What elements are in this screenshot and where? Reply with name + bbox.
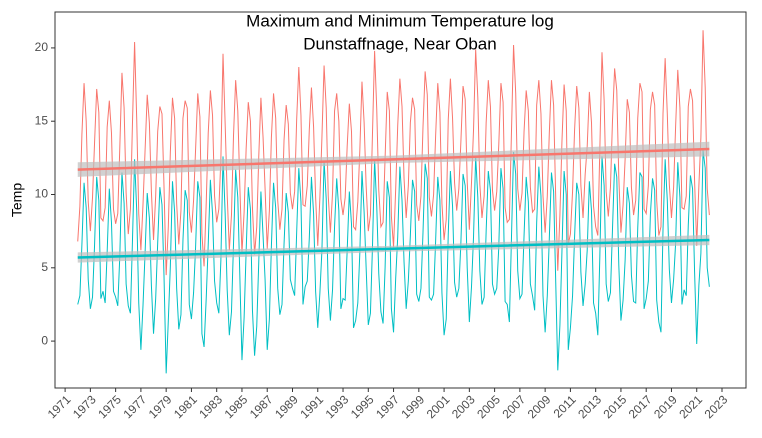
x-tick-label: 1971 — [45, 392, 74, 421]
trend-line — [77, 238, 710, 259]
x-tick-label: 1999 — [398, 392, 427, 421]
x-tick-label: 2013 — [575, 392, 604, 421]
x-tick-label: 1981 — [171, 392, 200, 421]
x-tick-label: 1995 — [348, 392, 377, 421]
x-tick-label: 1991 — [297, 392, 326, 421]
trend-line — [77, 147, 710, 171]
x-tick-label: 1987 — [247, 392, 276, 421]
series-line — [77, 150, 710, 374]
x-tick-label: 2017 — [626, 392, 655, 421]
x-tick-label: 2007 — [499, 392, 528, 421]
x-tick-label: 2015 — [601, 392, 630, 421]
x-tick-label: 1973 — [70, 392, 99, 421]
x-tick-label: 1979 — [146, 392, 175, 421]
x-tick-label: 2009 — [525, 392, 554, 421]
plot-frame — [54, 11, 747, 389]
x-tick-label: 2011 — [551, 392, 579, 420]
x-tick-label: 2019 — [651, 392, 680, 421]
y-tick-label: 10 — [35, 187, 49, 201]
y-axis-label: Temp — [9, 183, 25, 217]
x-tick-label: 2005 — [474, 392, 503, 421]
x-tick-label: 1985 — [222, 392, 251, 421]
y-tick-label: 5 — [41, 260, 48, 274]
chart-subtitle: Dunstaffnage, Near Oban — [303, 34, 496, 53]
y-tick-label: 20 — [35, 40, 49, 54]
chart-title: Maximum and Minimum Temperature log — [246, 11, 554, 30]
x-tick-label: 1997 — [373, 392, 402, 421]
y-tick-label: 15 — [35, 113, 49, 127]
x-tick-label: 2023 — [702, 392, 731, 421]
x-tick-label: 2003 — [449, 392, 478, 421]
x-tick-label: 1977 — [120, 392, 149, 421]
y-tick-label: 0 — [41, 333, 48, 347]
x-tick-label: 1983 — [196, 392, 225, 421]
x-tick-label: 1989 — [272, 392, 301, 421]
x-tick-label: 1975 — [95, 392, 124, 421]
x-tick-label: 1993 — [323, 392, 352, 421]
x-tick-label: 2021 — [676, 392, 705, 421]
x-tick-label: 2001 — [424, 392, 453, 421]
